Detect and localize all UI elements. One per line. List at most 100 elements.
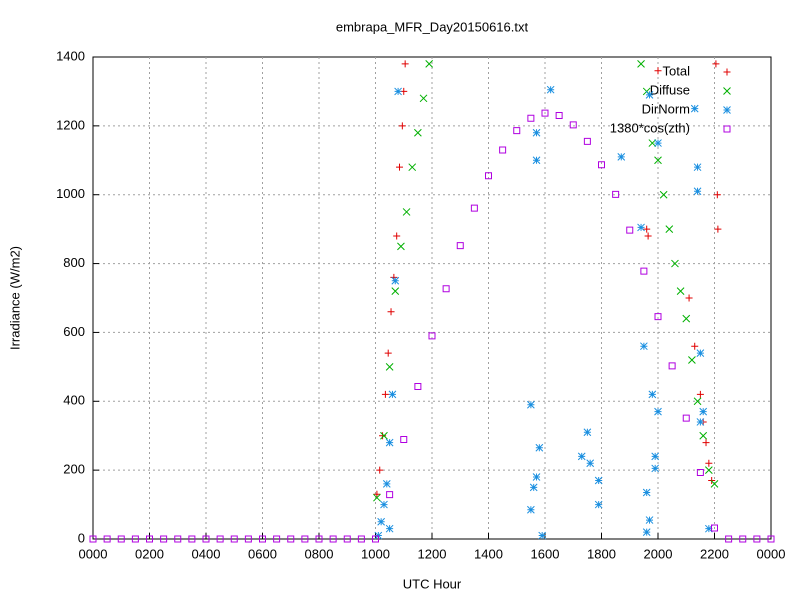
x-tick-label: 1000 <box>361 546 390 561</box>
point <box>396 163 404 171</box>
point <box>668 362 676 370</box>
point <box>659 190 668 199</box>
point <box>357 535 365 543</box>
point <box>555 112 563 120</box>
point <box>654 313 662 321</box>
point <box>425 60 434 68</box>
point <box>456 242 464 250</box>
point <box>644 232 652 240</box>
point <box>704 466 713 474</box>
point <box>648 139 657 147</box>
point <box>394 87 402 96</box>
point <box>651 452 660 461</box>
point <box>380 431 388 440</box>
x-tick-label: 0200 <box>135 546 164 561</box>
point <box>640 267 648 275</box>
point <box>442 285 450 293</box>
legend-label: 1380*cos(zth) <box>610 120 690 135</box>
point <box>583 428 592 437</box>
point <box>386 491 394 499</box>
x-tick-label: 1400 <box>474 546 503 561</box>
legend-marker <box>723 87 731 95</box>
point <box>259 535 266 543</box>
point <box>702 439 710 447</box>
point <box>541 109 549 117</box>
point <box>682 414 690 422</box>
y-tick-label: 1200 <box>56 117 85 132</box>
point <box>373 490 381 498</box>
point <box>725 535 733 543</box>
point <box>642 488 651 497</box>
point <box>329 535 337 543</box>
x-tick-label: 0400 <box>192 546 221 561</box>
point <box>393 232 401 240</box>
y-tick-label: 400 <box>63 393 85 408</box>
point <box>532 128 541 137</box>
y-tick-label: 1400 <box>56 48 85 63</box>
y-tick-label: 200 <box>63 462 85 477</box>
point <box>485 172 492 180</box>
point <box>594 500 603 509</box>
point <box>527 505 535 514</box>
point <box>594 476 603 485</box>
point <box>230 535 238 543</box>
point <box>373 493 381 502</box>
point <box>414 128 422 137</box>
y-tick-label: 0 <box>78 530 85 545</box>
point <box>739 535 747 543</box>
point <box>532 473 541 481</box>
point <box>654 67 662 75</box>
point <box>693 397 702 406</box>
point <box>598 161 605 169</box>
x-tick-label: 2000 <box>644 546 673 561</box>
point <box>398 122 406 130</box>
point <box>376 466 384 474</box>
point <box>385 363 394 371</box>
legend-label: Total <box>663 63 691 78</box>
point <box>637 223 645 232</box>
point <box>387 308 395 316</box>
point <box>174 535 182 543</box>
x-tick-label: 2200 <box>700 546 729 561</box>
x-axis-label: UTC Hour <box>403 576 462 591</box>
point <box>693 163 702 172</box>
x-tick-label: 0600 <box>248 546 277 561</box>
point <box>419 94 428 103</box>
point <box>397 242 405 251</box>
point <box>160 535 168 543</box>
point <box>402 208 411 216</box>
point <box>343 535 351 543</box>
point <box>546 85 555 94</box>
point <box>583 137 591 145</box>
point <box>693 187 702 196</box>
point <box>377 517 386 526</box>
point <box>499 146 507 154</box>
point <box>202 535 210 543</box>
point <box>651 464 660 473</box>
point <box>535 443 544 452</box>
point <box>654 139 662 147</box>
x-tick-label: 1200 <box>418 546 447 561</box>
point <box>146 535 153 543</box>
point <box>645 516 654 524</box>
point <box>379 432 387 440</box>
point <box>705 459 713 467</box>
point <box>699 407 708 416</box>
point <box>696 418 705 426</box>
point <box>586 459 595 468</box>
point <box>617 152 626 161</box>
point <box>513 127 521 135</box>
point <box>676 287 685 295</box>
point <box>645 91 654 99</box>
point <box>626 226 634 234</box>
point <box>216 535 224 543</box>
x-tick-label: 1600 <box>531 546 560 561</box>
y-tick-label: 600 <box>63 324 85 339</box>
x-tick-label: 0000 <box>757 546 786 561</box>
point <box>470 204 478 212</box>
point <box>713 191 721 199</box>
point <box>103 535 111 543</box>
point <box>532 156 541 165</box>
point <box>400 436 408 444</box>
